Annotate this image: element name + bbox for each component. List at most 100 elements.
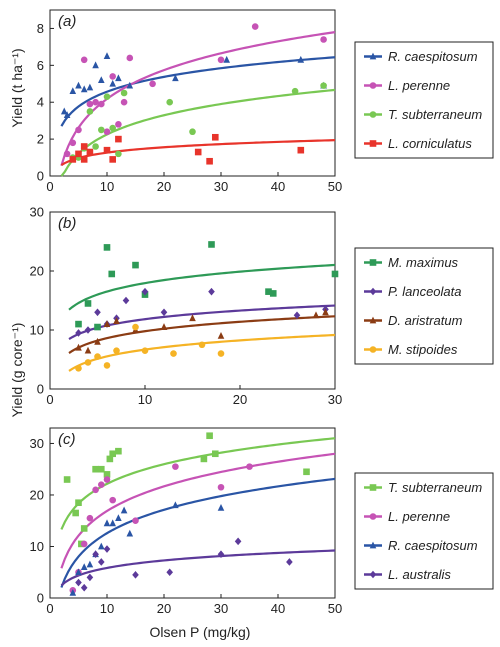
- y-tick-label: 0: [37, 382, 44, 397]
- data-point: [194, 148, 202, 156]
- x-tick-label: 20: [157, 601, 171, 616]
- data-point: [115, 121, 122, 128]
- data-point: [84, 359, 92, 366]
- x-tick-label: 10: [100, 179, 114, 194]
- data-point: [198, 341, 206, 349]
- series-l-australis: [75, 537, 293, 592]
- data-point: [103, 128, 111, 136]
- data-point: [92, 61, 99, 69]
- data-point: [189, 314, 196, 322]
- data-point: [80, 583, 88, 592]
- legend-label: T. subterraneum: [388, 480, 482, 495]
- data-point: [75, 81, 82, 89]
- panel-label: (c): [58, 431, 76, 448]
- legend-marker: [369, 513, 377, 520]
- data-point: [115, 514, 122, 522]
- data-point: [172, 463, 179, 470]
- x-axis-title: Olsen P (mg/kg): [150, 624, 251, 640]
- data-point: [120, 89, 128, 97]
- y-axis-title-bottom: Yield (g core⁻¹): [9, 323, 25, 418]
- data-point: [86, 514, 94, 522]
- legend-label: T. subterraneum: [388, 107, 482, 122]
- y-tick-label: 2: [37, 132, 44, 147]
- legend-label: R. caespitosum: [388, 538, 478, 553]
- y-tick-label: 0: [37, 591, 44, 606]
- data-point: [86, 560, 94, 568]
- legend-marker: [369, 52, 377, 60]
- data-point: [75, 578, 82, 587]
- data-point: [265, 288, 272, 295]
- series-d-aristratum: [75, 308, 329, 354]
- legend-marker: [369, 570, 377, 579]
- fit-line-r-caespitosum: [60, 477, 336, 588]
- data-point: [126, 81, 134, 89]
- x-tick-label: 0: [46, 179, 53, 194]
- data-point: [103, 244, 111, 251]
- data-point: [208, 287, 215, 296]
- legend-label: L. perenne: [388, 78, 450, 93]
- x-tick-label: 30: [328, 392, 342, 407]
- data-point: [106, 455, 114, 463]
- panel-b: 0 10 20 30 0 10 20 30 (b) M. maximus P. lanceolata…: [30, 205, 494, 407]
- data-point: [86, 573, 94, 582]
- plot-frame: [49, 9, 336, 177]
- data-point: [217, 550, 225, 559]
- data-point: [75, 329, 82, 337]
- y-tick-label: 10: [30, 323, 44, 338]
- data-point: [84, 346, 92, 354]
- data-point: [60, 107, 68, 115]
- data-point: [234, 537, 242, 546]
- data-point: [312, 311, 320, 319]
- data-point: [297, 146, 305, 154]
- legend-box: [354, 472, 494, 590]
- data-point: [212, 450, 219, 458]
- y-tick-label: 0: [37, 169, 44, 184]
- data-point: [320, 82, 327, 89]
- x-tick-label: 50: [328, 601, 342, 616]
- data-point: [80, 525, 88, 532]
- data-point: [92, 98, 99, 106]
- fit-line-p-lanceolata: [68, 304, 336, 341]
- data-point: [84, 326, 92, 334]
- legend-marker: [369, 541, 377, 549]
- series-l-perenne: [63, 23, 327, 158]
- legend-marker: [369, 259, 377, 266]
- data-point: [109, 450, 116, 458]
- y-tick-label: 20: [30, 264, 44, 279]
- data-point: [172, 501, 179, 509]
- data-point: [166, 98, 173, 106]
- data-point: [92, 143, 99, 150]
- data-point: [126, 54, 134, 62]
- data-point: [92, 550, 99, 559]
- data-point: [200, 455, 208, 463]
- y-tick-label: 30: [30, 205, 44, 220]
- data-point: [212, 133, 219, 141]
- legend: M. maximus P. lanceolata D. aristratum M. s…: [354, 247, 494, 365]
- data-point: [98, 76, 105, 83]
- data-point: [293, 311, 301, 320]
- panel-c: 0 10 20 30 40 50 0 10 20 30 (c) T. subterraneum L. p…: [30, 427, 494, 616]
- data-point: [120, 98, 128, 106]
- data-point: [303, 468, 310, 476]
- data-point: [80, 540, 88, 548]
- x-tick-label: 50: [328, 179, 342, 194]
- data-point: [206, 157, 213, 165]
- x-tick-label: 10: [138, 392, 152, 407]
- data-point: [94, 323, 101, 331]
- data-point: [189, 128, 196, 136]
- data-point: [108, 270, 116, 278]
- data-point: [80, 56, 88, 64]
- data-point: [141, 287, 149, 296]
- data-point: [80, 143, 88, 150]
- data-point: [103, 52, 111, 60]
- data-point: [94, 308, 101, 317]
- data-point: [75, 343, 82, 351]
- data-point: [217, 350, 225, 357]
- data-point: [103, 93, 111, 100]
- data-point: [115, 74, 122, 82]
- data-point: [75, 499, 82, 506]
- data-point: [92, 465, 99, 473]
- series-r-caespitosum: [69, 501, 225, 596]
- data-point: [109, 496, 116, 504]
